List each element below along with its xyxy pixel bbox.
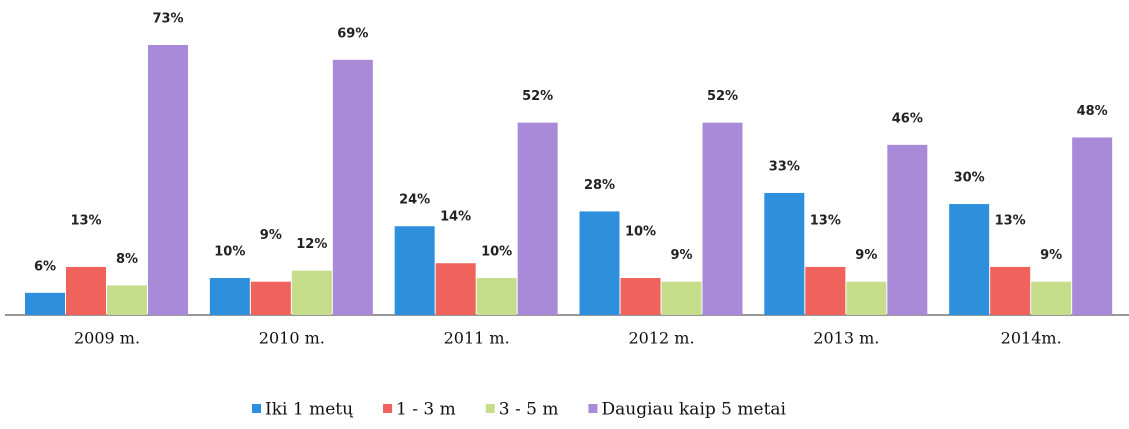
value-label: 9% [260,228,282,243]
legend-label: Iki 1 metų [265,400,353,420]
value-label: 8% [116,252,138,267]
value-label: 73% [152,12,183,27]
x-tick-label: 2013 m. [813,329,879,348]
bar [805,266,846,315]
bar [702,122,743,315]
value-label: 9% [855,248,877,263]
bar [250,281,291,315]
value-label: 9% [1040,248,1062,263]
x-tick-label: 2009 m. [74,329,140,348]
value-label: 13% [70,213,101,228]
legend-label: Daugiau kaip 5 metai [601,400,786,420]
value-label: 10% [481,245,512,260]
value-label: 48% [1077,104,1108,119]
bar [579,211,620,315]
bar [148,45,188,315]
bar [25,292,65,315]
value-label: 10% [214,245,245,260]
legend-label: 1 - 3 m [396,400,456,420]
value-label: 12% [296,237,327,252]
bar [1072,137,1113,315]
legend-swatch [252,404,261,413]
value-label: 52% [707,89,738,104]
bar [209,278,250,315]
bar [107,285,147,315]
legend-swatch [485,404,495,413]
value-label: 24% [399,193,430,208]
value-label: 13% [995,213,1026,228]
value-label: 14% [440,210,471,225]
bar [517,122,558,315]
x-tick-label: 2012 m. [628,329,694,348]
bar [1031,281,1072,315]
bar [887,144,928,315]
value-label: 30% [954,171,985,186]
x-tick-label: 2011 m. [444,329,510,348]
bar [846,281,887,315]
value-label: 33% [769,159,800,174]
bar [620,278,661,315]
value-label: 13% [810,213,841,228]
bar [661,281,702,315]
bar [435,263,476,315]
bar [949,204,990,315]
bar [291,270,332,315]
bar [66,266,106,315]
legend-swatch [588,404,598,413]
bar [476,278,517,315]
legend-label: 3 - 5 m [499,400,559,420]
value-label: 69% [337,26,368,41]
bar [332,59,373,315]
x-tick-label: 2014m. [1001,329,1062,348]
value-label: 28% [584,178,615,193]
value-label: 10% [625,225,656,240]
value-label: 6% [34,259,56,274]
value-label: 52% [522,89,553,104]
value-label: 46% [892,111,923,126]
bar [990,266,1031,315]
x-tick-label: 2010 m. [259,329,325,348]
value-label: 9% [670,248,692,263]
bar [764,192,805,315]
bar [394,226,435,315]
legend-swatch [383,404,393,413]
